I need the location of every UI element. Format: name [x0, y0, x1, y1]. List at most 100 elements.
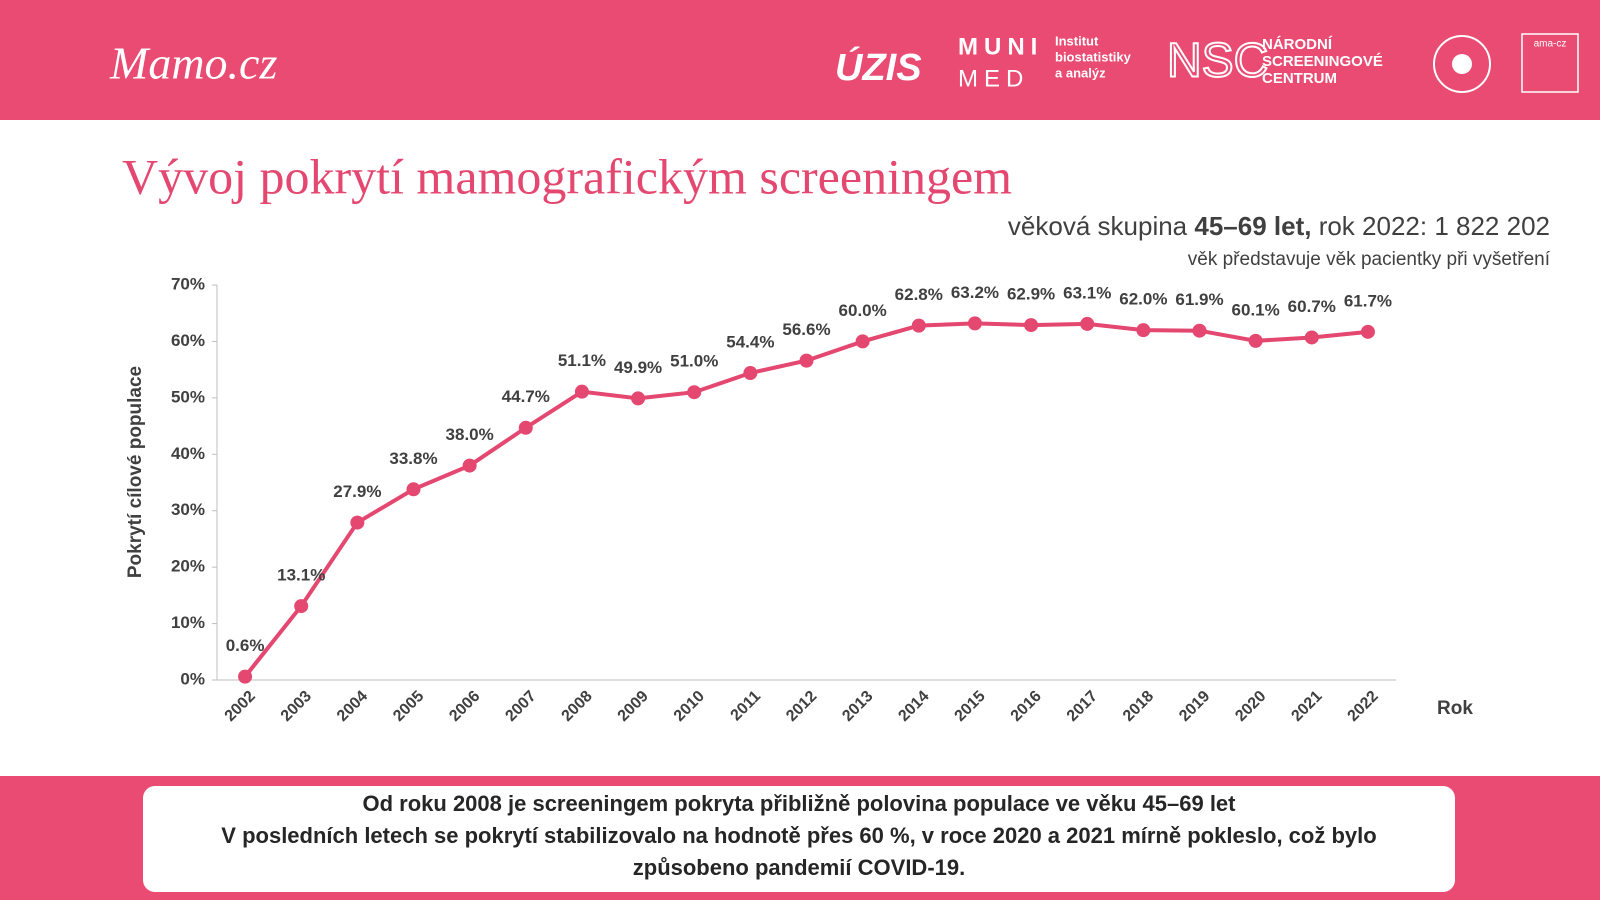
logo-text: SCREENINGOVÉ	[1262, 53, 1383, 70]
data-label: 33.8%	[389, 449, 437, 468]
logo-text: a analýz	[1055, 65, 1106, 80]
point	[1080, 316, 1095, 331]
logo-circle	[1433, 35, 1491, 93]
data-label: 27.9%	[333, 482, 381, 501]
point	[631, 391, 646, 406]
x-tick-label: 2013	[839, 688, 876, 725]
y-tick-label: 0%	[180, 669, 205, 688]
logo-text: ama-cz	[1534, 39, 1567, 50]
subtitle-part: 45–69 let,	[1194, 211, 1311, 241]
x-tick-label: 2022	[1345, 688, 1382, 725]
x-tick-label: 2006	[446, 688, 483, 725]
footer-line: V posledních letech se pokrytí stabilizo…	[221, 823, 1376, 848]
point	[1248, 333, 1263, 348]
data-label: 62.8%	[895, 285, 943, 304]
point	[855, 334, 870, 349]
x-tick-label: 2014	[895, 688, 932, 725]
x-tick-label: 2018	[1120, 688, 1157, 725]
point	[687, 385, 702, 400]
logo-text: biostatistiky	[1055, 49, 1132, 64]
x-tick-label: 2005	[390, 688, 427, 725]
x-tick-label: 2002	[222, 688, 259, 725]
data-label: 63.2%	[951, 283, 999, 302]
x-tick-label: 2011	[728, 688, 765, 725]
x-tick-label: 2007	[502, 688, 539, 725]
point	[799, 353, 814, 368]
x-tick-label: 2012	[783, 688, 820, 725]
y-tick-label: 10%	[171, 613, 205, 632]
point	[238, 669, 253, 684]
logo-text: NÁRODNÍ	[1262, 36, 1333, 53]
brand: Mamo.cz	[109, 38, 277, 89]
subtitle-part: rok 2022: 1 822 202	[1311, 211, 1550, 241]
data-label: 60.0%	[839, 301, 887, 320]
x-tick-label: 2010	[671, 688, 708, 725]
subtitle-part: věková skupina	[1008, 211, 1194, 241]
x-tick-label: 2008	[559, 688, 596, 725]
data-label: 61.9%	[1175, 290, 1223, 309]
data-label: 44.7%	[502, 387, 550, 406]
logo-text: Institut	[1055, 33, 1099, 48]
line	[243, 321, 1369, 678]
point	[350, 515, 365, 530]
y-tick-label: 30%	[171, 500, 205, 519]
logo-circle-inner	[1452, 54, 1472, 74]
footer-box	[143, 786, 1455, 892]
point	[1136, 323, 1151, 338]
logo-ama	[1521, 33, 1579, 93]
data-label: 49.9%	[614, 358, 662, 377]
y-axis-label: Pokrytí cílové populace	[125, 366, 146, 578]
logo-med: MED	[958, 65, 1029, 92]
data-label: 63.1%	[1063, 283, 1111, 302]
logo-muni: MUNI	[958, 33, 1043, 60]
point	[294, 599, 309, 614]
point	[462, 458, 477, 473]
y-tick-label: 60%	[171, 331, 205, 350]
point	[743, 366, 758, 381]
point	[911, 318, 926, 333]
data-label: 13.1%	[277, 566, 325, 585]
x-tick-label: 2021	[1288, 688, 1325, 725]
x-tick-label: 2004	[334, 688, 371, 725]
data-label: 56.6%	[782, 320, 830, 339]
y-tick-label: 50%	[171, 387, 205, 406]
data-label: 54.4%	[726, 333, 774, 352]
point	[1192, 323, 1207, 338]
data-label: 60.1%	[1232, 300, 1280, 319]
data-label: 61.7%	[1344, 291, 1392, 310]
header-band	[0, 0, 1600, 120]
x-tick-label: 2016	[1008, 688, 1045, 725]
logo-uzis: ÚZIS	[835, 45, 922, 89]
data-label: 62.0%	[1119, 290, 1167, 309]
point	[1024, 318, 1039, 333]
subtitle: věková skupina 45–69 let, rok 2022: 1 82…	[1008, 211, 1550, 241]
point	[518, 420, 533, 435]
x-tick-label: 2015	[952, 688, 989, 725]
x-tick-label: 2009	[615, 688, 652, 725]
x-tick-label: 2020	[1232, 688, 1269, 725]
x-tick-label: 2003	[278, 688, 315, 725]
footer-line: způsobeno pandemií COVID-19.	[633, 855, 965, 880]
chart-title: Vývoj pokrytí mamografickým screeningem	[122, 148, 1012, 204]
y-tick-label: 20%	[171, 557, 205, 576]
y-tick-label: 70%	[171, 274, 205, 293]
x-tick-label: 2017	[1064, 688, 1101, 725]
point	[967, 316, 982, 331]
logo-nsc: NSC	[1167, 35, 1268, 88]
logo-text: CENTRUM	[1262, 70, 1337, 87]
data-label: 60.7%	[1288, 297, 1336, 316]
x-axis-label: Rok	[1437, 698, 1473, 719]
data-label: 51.0%	[670, 352, 718, 371]
note: věk představuje věk pacientky při vyšetř…	[1188, 249, 1551, 270]
data-label: 51.1%	[558, 351, 606, 370]
x-tick-label: 2019	[1176, 688, 1213, 725]
data-label: 0.6%	[226, 636, 265, 655]
point	[574, 384, 589, 399]
footer-line: Od roku 2008 je screeningem pokryta přib…	[363, 791, 1237, 816]
data-label: 38.0%	[446, 425, 494, 444]
point	[1304, 330, 1319, 345]
point	[406, 482, 421, 497]
point	[1360, 324, 1375, 339]
y-tick-label: 40%	[171, 444, 205, 463]
